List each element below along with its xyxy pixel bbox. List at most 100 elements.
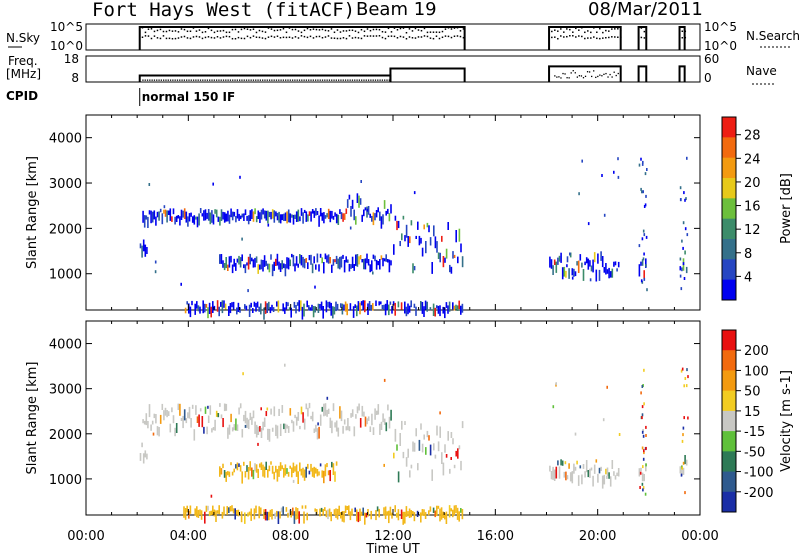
velocity-scatter [639, 486, 641, 489]
nave-point [574, 72, 576, 74]
noise-search-point [189, 37, 192, 40]
noise-sky-point [327, 30, 330, 32]
noise-sky-point [141, 27, 144, 29]
velocity-echo [273, 406, 276, 417]
velocity-scatter [326, 396, 329, 400]
power-scatter [413, 191, 416, 195]
velocity-echo [188, 406, 191, 419]
power-echo [244, 304, 246, 309]
velocity-echo [332, 403, 335, 412]
nave-point [278, 79, 280, 81]
noise-sky-point [348, 29, 351, 32]
velocity-scatter [260, 407, 262, 411]
velocity-echo [388, 416, 391, 429]
nave-point [289, 79, 291, 81]
power-echo [318, 215, 320, 227]
power-echo [362, 300, 364, 311]
noise-search-point [216, 36, 219, 38]
power-echo [287, 209, 290, 223]
velocity-echo [348, 505, 350, 516]
velocity-scatter [640, 391, 642, 395]
noise-sky-point [312, 28, 315, 30]
velocity-echo [151, 420, 154, 425]
power-echo [428, 225, 430, 233]
power-echo [420, 301, 422, 311]
noise-sky-point [273, 29, 276, 32]
velocity-echo [254, 463, 256, 472]
velocity-echo [225, 403, 228, 411]
nave-point [584, 75, 587, 77]
power-echo [319, 208, 322, 217]
power-echo [377, 207, 379, 213]
velocity-echo [247, 467, 250, 480]
power-echo [194, 303, 196, 315]
velocity-echo [244, 512, 246, 524]
power-echo [184, 307, 187, 314]
noise-sky-point [228, 31, 231, 34]
velocity-echo [204, 406, 207, 414]
velocity-echo [565, 471, 567, 481]
velocity-scatter [642, 429, 644, 432]
noise-search-point [234, 37, 237, 40]
noise-sky-point [602, 31, 604, 34]
velocity-echo [351, 409, 354, 417]
velocity-echo [282, 506, 284, 516]
noise-panel-frame [85, 23, 701, 51]
nave-point [609, 73, 611, 76]
noise-sky-point [605, 29, 607, 32]
power-echo [350, 264, 352, 269]
velocity-echo [225, 471, 227, 482]
velocity-echo [408, 508, 411, 518]
velocity-echo [255, 505, 257, 514]
power-echo [337, 258, 339, 269]
power-echo [399, 241, 401, 247]
power-echo [172, 208, 175, 215]
noise-sky-point [240, 28, 243, 31]
velocity-echo [600, 466, 602, 471]
velocity-echo [367, 509, 369, 517]
noise-search-point [237, 36, 240, 39]
velocity-echo [363, 411, 365, 417]
velocity-echo [292, 507, 294, 516]
velocity-echo [362, 507, 364, 515]
velocity-echo [455, 505, 457, 513]
noise-sky-point [210, 29, 213, 32]
velocity-echo [391, 512, 393, 519]
noise-sky-point [587, 30, 589, 32]
velocity-echo [306, 512, 308, 521]
velocity-echo [205, 505, 208, 512]
power-echo [223, 212, 226, 223]
velocity-echo [196, 506, 198, 518]
power-echo [375, 210, 378, 218]
noise-search-point [563, 36, 565, 38]
velocity-echo [399, 433, 401, 446]
noise-sky-point [204, 31, 207, 33]
power-echo [182, 210, 184, 218]
velocity-echo [299, 425, 301, 430]
velocity-echo [409, 470, 411, 478]
power-echo [263, 210, 266, 219]
velocity-echo [143, 420, 146, 425]
noise-right-tick-bottom: 10^0 [704, 39, 737, 53]
power-echo [300, 255, 303, 266]
velocity-echo [259, 426, 261, 432]
power-echo [605, 263, 607, 275]
noise-sky-point [258, 29, 261, 32]
velocity-echo [229, 506, 232, 512]
power-echo [641, 259, 644, 266]
velocity-scatter [642, 457, 645, 461]
velocity-echo [335, 420, 338, 432]
nave-point [314, 79, 317, 81]
velocity-echo [445, 454, 448, 458]
power-echo [421, 247, 424, 257]
power-echo [228, 214, 231, 224]
power-echo [581, 262, 583, 268]
velocity-echo [332, 463, 335, 475]
velocity-echo [341, 511, 344, 522]
power-echo [139, 243, 142, 249]
velocity-echo [281, 465, 283, 470]
velocity-echo [240, 511, 243, 523]
power-echo [244, 209, 247, 216]
power-echo [142, 210, 144, 223]
velocity-echo [164, 407, 167, 416]
